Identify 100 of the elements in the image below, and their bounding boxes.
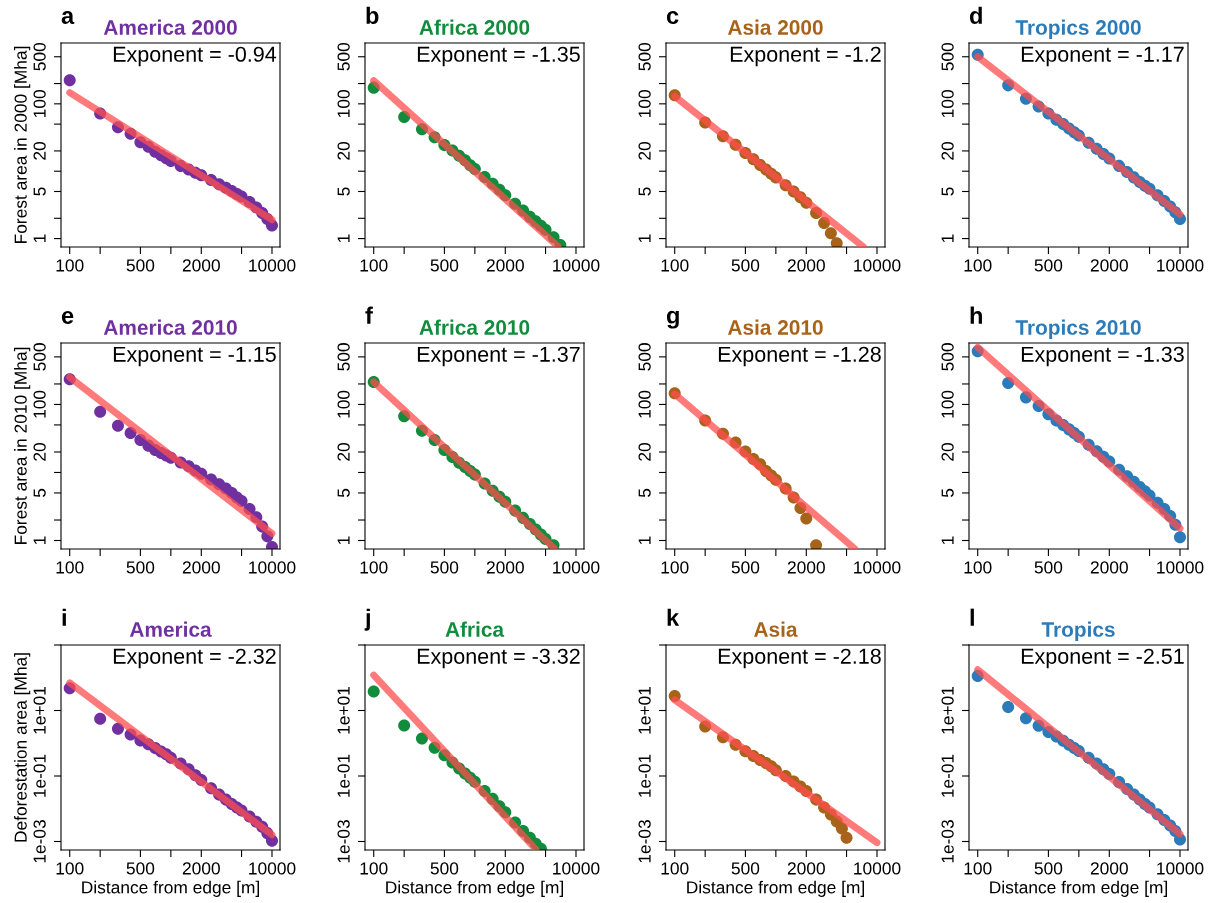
x-tick-label: 2000 [182,259,220,272]
text: l [970,608,974,626]
text: f [365,306,373,324]
x-tick-label: 10000 [854,259,901,272]
x-tick-label: 100 [964,259,992,272]
x-axis-title: Distance from edge [m] [82,880,259,897]
x-tick-label: 100 [661,561,689,574]
x-tick-label: 10000 [854,561,901,574]
chart-title: Asia 2000 [727,19,823,35]
x-tick-label: 10000 [553,561,600,574]
y-tick-label: 1e-03 [33,820,46,863]
y-tick-label: 20 [941,443,954,461]
x-tick-label: 100 [360,862,388,875]
y-tick-label: 20 [33,443,46,461]
y-tick-label: 500 [638,42,651,71]
chart-title: America 2010 [103,319,237,335]
y-axis-title: Forest area in 2000 [Mha] [14,46,31,243]
x-tick-label: 2000 [486,561,524,574]
y-tick-label: 5 [638,187,651,196]
y-tick-label: 5 [337,488,350,498]
annotation: Exponent = -2.51 [1021,648,1184,669]
x-tick-label: 10000 [249,862,296,875]
y-axis-title: Forest area in 2010 [Mha] [14,347,31,544]
y-tick-label: 100 [33,390,46,418]
x-tick-label: 10000 [249,561,296,574]
y-tick-label: 1e-03 [337,820,350,863]
y-tick-label: 1e-01 [33,754,46,797]
y-tick-label: 20 [337,443,350,461]
y-tick-label: 1 [941,536,954,544]
y-tick-label: 1 [33,536,46,544]
x-tick-label: 2000 [787,259,825,272]
x-tick-label: 500 [1034,561,1063,574]
y-tick-label: 100 [941,90,954,117]
annotation: Exponent = -2.32 [113,648,276,669]
x-tick-label: 10000 [854,862,901,875]
y-tick-label: 1e-03 [638,820,651,863]
y-tick-label: 500 [337,42,350,71]
annotation: Exponent = -3.32 [417,648,580,669]
chart-title: Tropics [1041,621,1115,641]
y-tick-label: 5 [33,187,46,196]
chart-title: Tropics 2010 [1015,319,1141,339]
x-tick-label: 100 [56,259,84,272]
y-tick-label: 20 [638,141,651,160]
x-tick-label: 500 [430,561,459,574]
x-axis-title: Distance from edge [m] [386,880,563,897]
text: c [666,11,679,25]
chart-title: Asia [754,621,798,637]
y-tick-label: 20 [941,141,954,160]
y-tick-label: 100 [638,90,651,117]
y-tick-label: 5 [638,488,651,498]
text: h [970,306,982,324]
x-tick-label: 100 [964,862,992,875]
text: g [666,310,679,329]
y-tick-label: 1 [337,234,350,243]
annotation: Exponent = -1.35 [417,46,580,67]
text: d [969,6,982,25]
y-tick-label: 1e+01 [638,686,651,734]
chart-title: Tropics 2000 [1015,19,1141,39]
y-tick-label: 1 [33,234,46,243]
y-tick-label: 500 [638,343,651,371]
y-tick-label: 100 [638,390,651,418]
annotation: Exponent = -1.17 [1021,46,1184,67]
x-tick-label: 2000 [486,259,524,272]
y-tick-label: 1 [337,536,350,544]
text: j [364,608,370,631]
annotation: Exponent = -1.2 [730,46,881,67]
x-tick-label: 2000 [182,561,220,574]
y-tick-label: 100 [33,90,46,117]
chart-title: Africa 2000 [419,19,530,35]
x-tick-label: 500 [430,259,459,272]
x-tick-label: 100 [56,561,84,574]
chart-title: Asia 2010 [727,319,823,335]
y-tick-label: 500 [33,343,46,371]
y-tick-label: 5 [33,488,46,498]
y-tick-label: 1 [941,234,954,243]
chart-title: America [129,621,212,637]
y-tick-label: 1e-01 [337,754,350,797]
x-tick-label: 500 [731,862,760,875]
y-tick-label: 1e-01 [941,754,954,797]
x-axis-title: Distance from edge [m] [990,880,1167,897]
y-tick-label: 1e-01 [638,754,651,797]
x-tick-label: 2000 [486,862,524,875]
y-tick-label: 20 [33,141,46,160]
y-tick-label: 1e+01 [941,686,954,734]
text: e [61,310,74,324]
annotation: Exponent = -0.94 [113,46,277,67]
x-tick-label: 500 [430,862,459,875]
annotation: Exponent = -1.15 [113,346,276,367]
x-tick-label: 500 [126,259,155,272]
text: b [366,6,379,25]
y-tick-label: 5 [941,488,954,498]
x-tick-label: 10000 [553,259,600,272]
x-tick-label: 500 [731,561,760,574]
x-axis-title: Distance from edge [m] [687,880,864,897]
y-tick-label: 500 [941,42,954,71]
y-tick-label: 100 [941,390,954,418]
y-tick-label: 1 [638,234,651,243]
x-tick-label: 2000 [1090,862,1128,875]
y-tick-label: 20 [337,141,350,160]
x-tick-label: 2000 [182,862,220,875]
